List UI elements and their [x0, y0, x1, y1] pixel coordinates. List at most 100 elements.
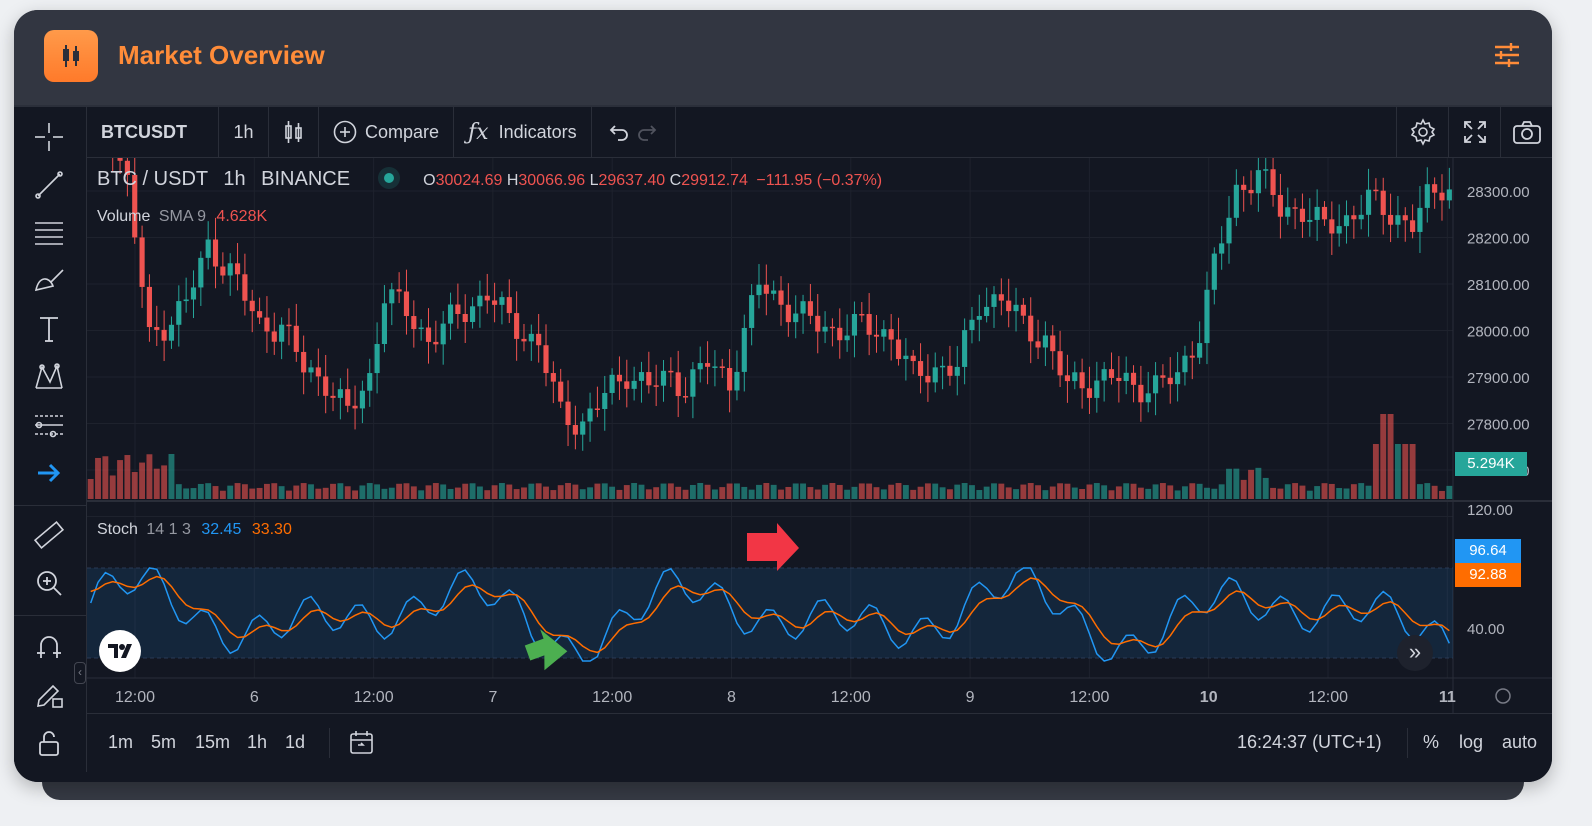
- o-label: O: [423, 172, 436, 189]
- fib-retracement-icon[interactable]: [29, 213, 69, 253]
- volume-bar: [205, 483, 212, 499]
- volume-bar: [601, 483, 608, 499]
- candle-body: [124, 160, 130, 175]
- candle-body: [822, 326, 828, 332]
- candle-body: [212, 239, 219, 267]
- symbol-search-button[interactable]: BTCUSDT: [87, 107, 219, 157]
- date-range-icon[interactable]: [349, 730, 375, 756]
- compare-button[interactable]: Compare: [319, 107, 455, 157]
- legend-pair[interactable]: BTC / USDT: [97, 168, 208, 190]
- crosshair-icon[interactable]: [29, 117, 69, 157]
- volume-bar: [572, 484, 579, 499]
- timeframe-5m[interactable]: 5m: [151, 732, 177, 752]
- candle-body: [455, 304, 461, 315]
- magnet-icon[interactable]: [29, 627, 69, 667]
- candle-body: [881, 329, 887, 337]
- zoom-in-icon[interactable]: [29, 563, 69, 603]
- candle-body: [506, 297, 512, 314]
- candle-body: [1211, 253, 1217, 290]
- brush-icon[interactable]: [29, 261, 69, 301]
- candle-body: [528, 333, 534, 342]
- chart-canvas[interactable]: 28300.00 28200.00 28100.00 28000.00 27900.00…: [87, 158, 1552, 718]
- candle-body: [315, 367, 321, 377]
- candle-body: [462, 314, 468, 323]
- volume-bar: [1093, 483, 1100, 499]
- candle-body: [1152, 375, 1159, 394]
- candle-body: [624, 381, 630, 389]
- volume-bar: [183, 488, 190, 499]
- candle-body: [447, 304, 454, 324]
- volume-bar: [1145, 488, 1152, 499]
- candle-body: [712, 366, 718, 368]
- volume-bar: [734, 483, 740, 499]
- volume-bar: [829, 483, 836, 499]
- forecast-icon[interactable]: [29, 405, 69, 445]
- snapshot-button[interactable]: [1500, 107, 1552, 157]
- time-tick-label: 10: [1200, 689, 1218, 706]
- candle-body: [433, 341, 439, 345]
- fullscreen-button[interactable]: [1448, 107, 1500, 157]
- time-tick-label: 12:00: [831, 689, 871, 706]
- candle-body: [146, 286, 152, 328]
- volume-bar: [1439, 490, 1445, 499]
- volume-bar: [667, 483, 674, 499]
- chart-type-button[interactable]: [269, 107, 319, 157]
- volume-bar: [1108, 490, 1115, 499]
- volume-bar: [689, 484, 696, 499]
- indicators-button[interactable]: ƒx Indicators: [454, 107, 592, 157]
- candle-body: [242, 274, 248, 301]
- unlock-icon[interactable]: [29, 723, 69, 763]
- candle-body: [998, 294, 1004, 301]
- volume-bar: [814, 489, 821, 499]
- volume-bar: [1350, 484, 1357, 499]
- sliders-icon[interactable]: [1492, 40, 1522, 70]
- percent-scale-toggle[interactable]: %: [1423, 732, 1440, 752]
- candle-body: [719, 366, 725, 369]
- pattern-icon[interactable]: [29, 357, 69, 397]
- auto-scale-toggle[interactable]: auto: [1502, 732, 1538, 752]
- volume-bar: [234, 483, 241, 499]
- volume-label[interactable]: Volume: [97, 208, 151, 225]
- chart-area[interactable]: 28300.00 28200.00 28100.00 28000.00 27900.00…: [87, 158, 1552, 718]
- timeframe-1d[interactable]: 1d: [285, 732, 306, 752]
- pencil-lock-icon[interactable]: [29, 675, 69, 715]
- candle-body: [1248, 189, 1254, 194]
- drawing-toolbar: ‹: [14, 107, 87, 772]
- tradingview-logo[interactable]: [99, 630, 141, 672]
- stoch-d-line: [90, 575, 1450, 654]
- log-scale-toggle[interactable]: log: [1459, 732, 1484, 752]
- time-tick-label: 9: [966, 689, 975, 706]
- collapse-toolbar-handle[interactable]: ‹: [74, 662, 86, 684]
- timezone-clock[interactable]: 16:24:37 (UTC+1): [1237, 732, 1382, 752]
- timeframe-1m[interactable]: 1m: [108, 732, 134, 752]
- candle-body: [1167, 377, 1173, 385]
- volume-bar: [1306, 490, 1313, 499]
- text-tool-icon[interactable]: [29, 309, 69, 349]
- candle-body: [866, 314, 872, 335]
- interval-button[interactable]: 1h: [219, 107, 269, 157]
- volume-bar: [1372, 444, 1379, 499]
- timeframe-1h[interactable]: 1h: [247, 732, 268, 752]
- trend-line-icon[interactable]: [29, 165, 69, 205]
- volume-bar: [322, 487, 329, 499]
- candle-body: [323, 376, 329, 396]
- volume-bar: [513, 489, 520, 499]
- volume-bar: [1424, 483, 1431, 499]
- arrow-right-icon[interactable]: [29, 453, 69, 493]
- ruler-icon[interactable]: [29, 515, 69, 555]
- volume-bar: [1358, 483, 1365, 499]
- volume-bar: [469, 483, 476, 499]
- volume-bar: [748, 489, 755, 499]
- undo-icon[interactable]: [608, 122, 630, 142]
- timeframe-15m[interactable]: 15m: [195, 732, 231, 752]
- candle-body: [536, 333, 542, 346]
- volume-bar: [660, 483, 667, 499]
- scroll-to-realtime-button[interactable]: »: [1397, 635, 1433, 671]
- volume-bar: [1262, 477, 1269, 499]
- stoch-label[interactable]: Stoch: [97, 521, 138, 538]
- volume-bar: [462, 483, 469, 499]
- volume-bar: [895, 483, 902, 499]
- redo-icon[interactable]: [636, 122, 658, 142]
- volume-bar: [124, 455, 131, 499]
- settings-button[interactable]: [1396, 107, 1448, 157]
